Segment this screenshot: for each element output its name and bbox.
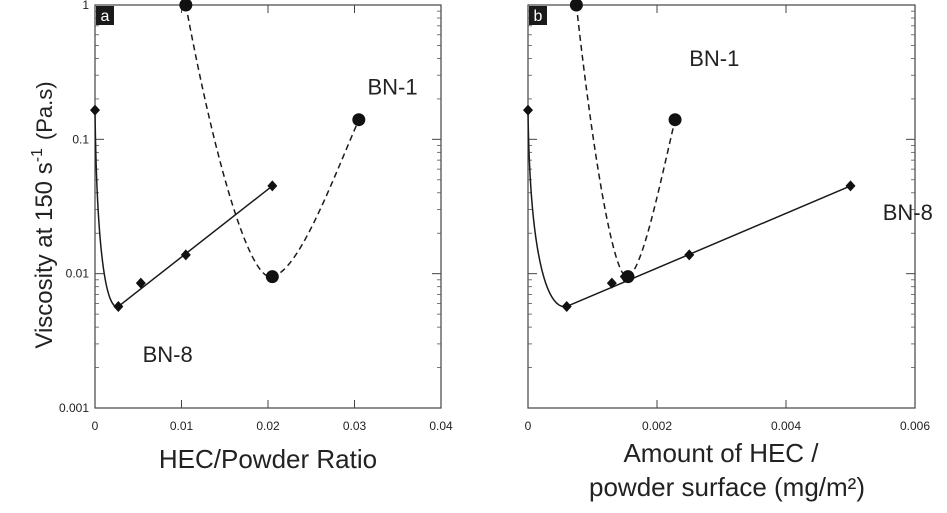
panel-a-series-bn-1-point (265, 270, 279, 284)
panel-a-letter: a (101, 8, 110, 25)
panel-b-x-axis-label-line2: powder surface (mg/m²) (589, 472, 865, 502)
panel-a-lines (94, 4, 360, 308)
panel-a-x-tick-label: 0.04 (429, 419, 453, 433)
panel-b-series-bn-1-label: BN-1 (689, 46, 739, 71)
panel-b-series-bn-8-point (561, 300, 572, 312)
panel-a-y-tick-label: 0.01 (66, 267, 90, 281)
panel-b-series-bn-8-point (523, 104, 533, 116)
panel-b-x-tick-label: 0.004 (771, 419, 801, 433)
panel-b-series-bn-1-point (569, 0, 583, 12)
panel-b-x-axis-label: Amount of HEC / (623, 438, 819, 468)
panel-b-series-bn-8-point (606, 277, 617, 289)
panel-a-y-tick-label: 1 (82, 0, 89, 12)
panel-a-x-tick-label: 0.02 (256, 419, 280, 433)
panel-b-letter: b (534, 8, 543, 25)
panel-a-series-bn-8-line (94, 110, 273, 308)
panel-b-x-tick-label: 0.002 (642, 419, 672, 433)
panel-a-x-tick-label: 0.03 (343, 419, 367, 433)
y-axis-label-sup: -1 (29, 148, 46, 162)
y-axis-label-main: Viscosity at 150 s (31, 162, 58, 348)
panel-b-marks (523, 0, 856, 312)
panel-b-x-tick-label: 0 (525, 419, 532, 433)
panel-a-letter-bg (96, 6, 114, 25)
panel-b-x-tick-label: 0.006 (900, 419, 930, 433)
panel-a-series-bn-1-point (352, 113, 366, 127)
panel-a-ticks: 0 0.01 0.02 0.03 0.04 0.001 0.01 0.1 1 (59, 0, 453, 433)
panel-b-series-bn-8-label: BN-8 (883, 200, 933, 225)
panel-a-series-bn-8-point (180, 249, 191, 261)
y-axis-label: Viscosity at 150 s-1 (Pa.s) (29, 81, 58, 348)
panel-a-y-tick-label: 0.001 (59, 401, 89, 415)
panel-a-series-bn-8-point (113, 300, 124, 312)
panel-b-letter-bg (529, 6, 547, 25)
panel-a-series-bn-1-label: BN-1 (367, 75, 417, 100)
panel-b-series-bn-8-line (527, 110, 851, 308)
panel-b-series-bn-8-point (845, 180, 856, 192)
panel-a-labels: BN-8 BN-1 (143, 75, 418, 367)
panel-a-series-bn-1-line (185, 4, 360, 278)
panel-b-series-bn-1-point (621, 270, 635, 284)
panel-a-x-tick-label: 0 (92, 419, 99, 433)
panel-a-series-bn-8-point (267, 180, 278, 192)
panel-a-marks (90, 0, 366, 312)
panel-a-series-bn-8-label: BN-8 (143, 342, 193, 367)
panel-b-ticks: 0 0.002 0.004 0.006 (525, 4, 930, 433)
panel-a-x-tick-label: 0.01 (170, 419, 194, 433)
panel-a-series-bn-8-point (90, 104, 100, 116)
panel-b-frame (527, 4, 916, 409)
panel-b-series-bn-1-line (575, 4, 676, 278)
panel-b: 0 0.002 0.004 0.006 BN-8 BN-1 b Amount of HE… (523, 0, 933, 502)
panel-a-series-bn-8-point (135, 277, 146, 289)
panel-b-series-bn-8-point (684, 249, 695, 261)
panel-a-series-bn-1-point (179, 0, 193, 12)
panel-a-x-axis-label: HEC/Powder Ratio (159, 444, 377, 474)
y-axis-label-unit: (Pa.s) (32, 81, 57, 140)
panel-b-labels: BN-8 BN-1 (689, 46, 933, 225)
panel-a-y-tick-label: 0.1 (72, 132, 89, 146)
panel-b-series-bn-1-point (668, 113, 682, 127)
